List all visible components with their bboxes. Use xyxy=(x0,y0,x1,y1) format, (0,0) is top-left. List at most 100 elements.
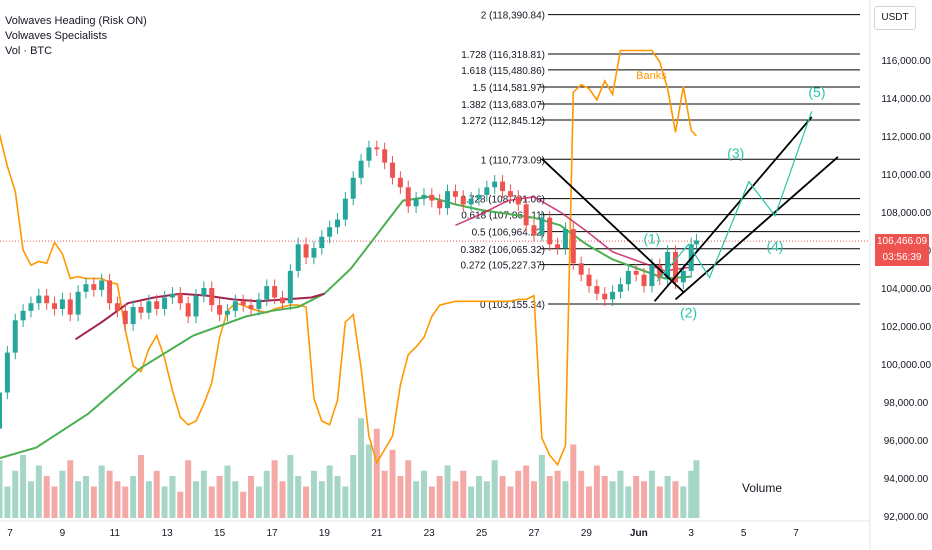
x-tick-label[interactable]: 11 xyxy=(110,528,121,539)
candle-body xyxy=(83,284,89,292)
candle-body xyxy=(492,181,498,188)
candle-body xyxy=(185,303,191,317)
x-tick-label[interactable]: 7 xyxy=(793,528,799,539)
volume-bar xyxy=(397,476,404,518)
volume-bar xyxy=(680,486,687,518)
volume-bar xyxy=(350,455,357,518)
candle-body xyxy=(625,270,631,285)
candle-body xyxy=(500,181,506,192)
x-tick-label[interactable]: 7 xyxy=(7,528,13,539)
y-tick-label[interactable]: 116,000.00 xyxy=(881,56,931,67)
candle-body xyxy=(311,248,317,258)
candle-body xyxy=(256,299,262,309)
x-tick-label[interactable]: 15 xyxy=(214,528,226,539)
candle-body xyxy=(224,310,230,315)
y-tick-label[interactable]: 110,000.00 xyxy=(881,170,931,181)
volume-bar xyxy=(216,476,223,518)
candle-body xyxy=(594,286,600,294)
y-tick-label[interactable]: 94,000.00 xyxy=(884,474,929,485)
volume-bar xyxy=(279,481,286,518)
x-tick-label[interactable]: 25 xyxy=(476,528,488,539)
volume-bar xyxy=(381,470,388,518)
indicator-legend[interactable]: Volwaves Heading (Risk ON) Volwaves Spec… xyxy=(5,14,147,59)
volume-bar xyxy=(122,486,129,518)
currency-button[interactable]: USDT xyxy=(874,6,916,30)
x-tick-label[interactable]: 9 xyxy=(60,528,66,539)
x-tick-label[interactable]: 23 xyxy=(424,528,436,539)
candle-body xyxy=(507,191,513,197)
candle-body xyxy=(114,303,120,311)
green-ma-line xyxy=(0,195,692,460)
x-tick-label[interactable]: 17 xyxy=(266,528,278,539)
trend-line[interactable] xyxy=(653,116,813,302)
volume-bar xyxy=(609,481,616,518)
candle-body xyxy=(421,194,427,199)
y-tick-label[interactable]: 112,000.00 xyxy=(881,132,931,143)
y-tick-label[interactable]: 98,000.00 xyxy=(884,398,929,409)
x-tick-label[interactable]: 3 xyxy=(688,528,694,539)
volume-bar xyxy=(145,481,152,518)
candle-body xyxy=(555,244,561,249)
volume-label: Volume xyxy=(742,481,782,495)
candle-body xyxy=(570,229,576,264)
volume-bar xyxy=(468,486,475,518)
y-tick-label[interactable]: 100,000.00 xyxy=(881,360,931,371)
candle-body xyxy=(177,293,183,304)
volume-bar xyxy=(20,455,27,518)
legend-line-2[interactable]: Volwaves Specialists xyxy=(5,30,108,42)
candle-body xyxy=(138,307,144,313)
x-tick-label[interactable]: 21 xyxy=(371,528,383,539)
candle-body xyxy=(209,288,215,306)
y-tick-label[interactable]: 108,000.00 xyxy=(881,208,931,219)
candle-body xyxy=(468,198,474,205)
volume-bar xyxy=(475,476,482,518)
candle-body xyxy=(162,297,168,309)
candle-body xyxy=(146,301,152,313)
x-tick-label[interactable]: 19 xyxy=(319,528,331,539)
candle-body xyxy=(335,219,340,228)
candle-body xyxy=(610,291,616,300)
legend-line-3[interactable]: Vol · BTC xyxy=(5,45,53,57)
x-tick-label[interactable]: 5 xyxy=(741,528,747,539)
wave-label: (2) xyxy=(680,304,697,320)
candle-body xyxy=(539,217,545,235)
fib-label: 1.272 (112,845.12) xyxy=(461,116,545,127)
y-tick-label[interactable]: 104,000.00 xyxy=(881,284,931,295)
volume-bar xyxy=(263,470,270,518)
x-tick-label[interactable]: 27 xyxy=(528,528,540,539)
y-tick-label[interactable]: 114,000.00 xyxy=(881,94,931,105)
volume-bar xyxy=(633,476,640,518)
y-tick-label[interactable]: 92,000.00 xyxy=(884,512,929,523)
volume-bar xyxy=(617,470,624,518)
volume-bar xyxy=(693,460,700,518)
volume-bar xyxy=(240,491,247,518)
x-tick-label[interactable]: 13 xyxy=(162,528,174,539)
volume-bar xyxy=(413,481,420,518)
legend-line-1[interactable]: Volwaves Heading (Risk ON) xyxy=(5,15,147,27)
price-axis[interactable]: 92,000.00 94,000.00 96,000.00 98,000.00 100,… xyxy=(869,0,931,550)
volume-bar xyxy=(342,486,349,518)
volume-bar xyxy=(460,470,467,518)
y-tick-label[interactable]: 102,000.00 xyxy=(881,322,931,333)
x-tick-label[interactable]: 29 xyxy=(581,528,593,539)
trend-line[interactable] xyxy=(674,156,839,301)
volume-bar xyxy=(12,470,19,518)
fib-label: 0.728 (108,701.06) xyxy=(460,195,545,206)
volume-bar xyxy=(67,460,74,518)
x-tick-label[interactable]: Jun xyxy=(630,528,648,539)
volume-bar xyxy=(515,470,522,518)
candle-body xyxy=(484,187,490,195)
y-tick-label[interactable]: 96,000.00 xyxy=(884,436,929,447)
volume-bar xyxy=(373,428,380,518)
candle-body xyxy=(547,217,553,245)
time-axis[interactable]: 7 9 11 13 15 17 19 21 23 25 27 29 Jun 3 5 7 xyxy=(0,520,870,539)
trend-lines[interactable] xyxy=(541,116,839,302)
countdown-badge: 03:56:39 xyxy=(875,250,929,266)
volume-bar xyxy=(35,465,42,518)
candle-body xyxy=(382,149,388,163)
candle-body xyxy=(67,299,73,315)
trend-line[interactable] xyxy=(541,158,684,293)
candle-body xyxy=(201,288,207,296)
volume-bar xyxy=(303,486,310,518)
